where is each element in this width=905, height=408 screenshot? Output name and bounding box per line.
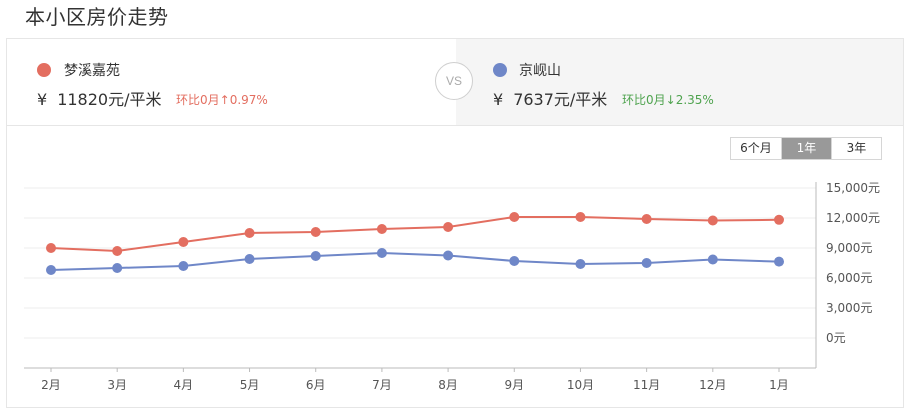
compare-left: 梦溪嘉苑 ¥11820元/平米 环比0月↑0.97% — [7, 39, 456, 125]
data-point — [178, 261, 189, 271]
data-point — [641, 258, 652, 268]
range-tabs: 6个月 1年 3年 — [730, 137, 882, 160]
data-point — [443, 222, 454, 232]
x-tick-label: 11月 — [633, 378, 660, 392]
data-point — [575, 259, 586, 269]
data-point — [178, 237, 189, 247]
data-point — [46, 265, 56, 275]
data-point — [707, 254, 718, 265]
y-tick-label: 15,000元 — [826, 181, 880, 195]
x-tick-label: 3月 — [107, 378, 127, 392]
data-point — [310, 251, 321, 261]
data-point — [509, 212, 520, 222]
data-point — [774, 256, 784, 267]
y-tick-label: 3,000元 — [826, 301, 872, 315]
x-tick-label: 2月 — [41, 378, 61, 392]
tab-6-months[interactable]: 6个月 — [731, 138, 781, 159]
price-right: ¥7637元/平米 — [493, 86, 607, 110]
x-tick-label: 5月 — [240, 378, 260, 392]
price-value-right: 7637元/平米 — [513, 90, 608, 109]
x-tick-label: 10月 — [567, 378, 594, 392]
price-left: ¥11820元/平米 — [37, 86, 161, 110]
data-point — [376, 224, 387, 234]
price-trend-card: 梦溪嘉苑 ¥11820元/平米 环比0月↑0.97% 京岘山 ¥7637元/平米… — [6, 38, 904, 408]
price-value-left: 11820元/平米 — [57, 90, 162, 109]
y-tick-label: 9,000元 — [826, 241, 872, 255]
data-point — [112, 246, 123, 256]
community-name-left: 梦溪嘉苑 — [64, 63, 120, 79]
data-point — [641, 214, 652, 224]
price-change-left: 环比0月↑0.97% — [176, 93, 268, 107]
data-point — [112, 263, 123, 273]
series-dot-right — [493, 63, 507, 77]
x-tick-label: 4月 — [174, 378, 194, 392]
data-point — [774, 214, 784, 225]
y-tick-label: 0元 — [826, 331, 846, 345]
x-tick-label: 9月 — [504, 378, 524, 392]
x-tick-label: 8月 — [438, 378, 458, 392]
data-point — [310, 227, 321, 237]
data-point — [575, 212, 586, 222]
vs-badge: VS — [435, 62, 473, 100]
data-point — [46, 243, 56, 253]
page-title: 本小区房价走势 — [25, 5, 169, 29]
y-tick-label: 12,000元 — [826, 211, 880, 225]
x-tick-label: 1月 — [769, 378, 789, 392]
x-tick-label: 6月 — [306, 378, 326, 392]
data-point — [707, 215, 718, 226]
price-change-right: 环比0月↓2.35% — [622, 93, 714, 107]
x-tick-label: 12月 — [699, 378, 726, 392]
yen-symbol-left: ¥ — [37, 90, 48, 109]
tab-3-years[interactable]: 3年 — [831, 138, 881, 159]
yen-symbol-right: ¥ — [493, 90, 504, 109]
series-line — [50, 216, 780, 253]
tab-1-year[interactable]: 1年 — [781, 138, 831, 159]
compare-right: 京岘山 ¥7637元/平米 环比0月↓2.35% — [456, 39, 903, 125]
data-point — [244, 254, 255, 264]
compare-panel: 梦溪嘉苑 ¥11820元/平米 环比0月↑0.97% 京岘山 ¥7637元/平米… — [7, 39, 903, 126]
data-point — [244, 228, 255, 238]
data-point — [443, 250, 454, 261]
community-name-right: 京岘山 — [519, 63, 561, 79]
x-tick-label: 7月 — [372, 378, 392, 392]
series-dot-left — [37, 63, 51, 77]
series-line — [50, 251, 780, 271]
data-point — [376, 248, 387, 258]
data-point — [509, 256, 520, 266]
y-tick-label: 6,000元 — [826, 271, 872, 285]
